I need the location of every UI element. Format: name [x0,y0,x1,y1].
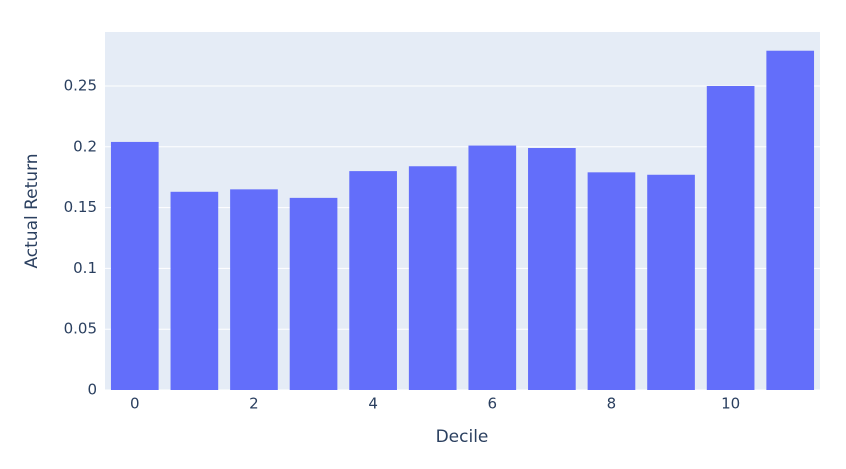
x-axis-title: Decile [436,427,489,447]
bar [587,172,636,390]
bar [647,174,695,390]
bar [468,145,517,390]
y-axis-title: Actual Return [22,153,42,268]
x-tick-label: 10 [721,395,740,413]
x-tick-label: 6 [488,395,498,413]
y-tick-label: 0.1 [73,259,97,277]
x-tick-label: 4 [368,395,378,413]
bar [528,148,576,390]
plot-area [105,32,820,390]
y-tick-label: 0.05 [64,320,97,338]
y-tick-label: 0.15 [64,198,97,216]
bar [289,197,338,390]
bar [706,85,755,390]
y-tick-label: 0.25 [64,76,97,94]
x-tick-label: 8 [607,395,617,413]
x-tick-label: 2 [249,395,259,413]
y-tick-label: 0.2 [73,137,97,155]
bar [408,166,457,390]
x-tick-label: 0 [130,395,140,413]
y-tick-label: 0 [87,381,97,399]
bar [110,141,159,390]
bar [766,50,815,391]
bar [230,189,278,390]
bar [170,191,219,390]
bar [349,171,397,390]
